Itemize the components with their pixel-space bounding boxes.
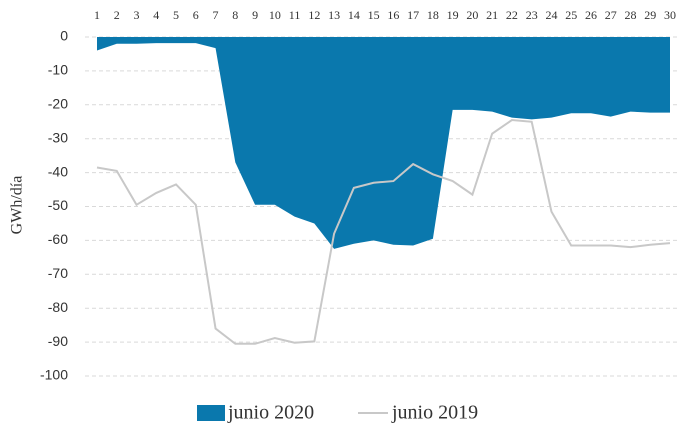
x-tick-label: 4 bbox=[153, 8, 159, 22]
x-tick-label: 29 bbox=[644, 8, 656, 22]
x-tick-label: 26 bbox=[585, 8, 597, 22]
x-tick-label: 7 bbox=[213, 8, 219, 22]
x-tick-label: 11 bbox=[289, 8, 301, 22]
x-tick-label: 15 bbox=[368, 8, 380, 22]
x-tick-label: 14 bbox=[348, 8, 360, 22]
x-tick-label: 9 bbox=[252, 8, 258, 22]
x-tick-label: 8 bbox=[232, 8, 238, 22]
x-tick-label: 3 bbox=[134, 8, 140, 22]
x-tick-label: 17 bbox=[407, 8, 419, 22]
y-tick-label: -20 bbox=[48, 96, 68, 112]
x-tick-label: 21 bbox=[486, 8, 498, 22]
legend-label: junio 2019 bbox=[391, 402, 478, 424]
line bbox=[96, 119, 671, 345]
x-tick-label: 22 bbox=[506, 8, 518, 22]
area bbox=[97, 37, 670, 249]
x-tick-label: 2 bbox=[114, 8, 120, 22]
legend-swatch bbox=[197, 405, 225, 421]
plot bbox=[96, 37, 671, 345]
x-tick-label: 24 bbox=[545, 8, 557, 22]
x-tick-label: 1 bbox=[94, 8, 100, 22]
y-tick-label: -60 bbox=[48, 231, 68, 247]
y-tick-label: -50 bbox=[48, 197, 68, 213]
x-tick-label: 6 bbox=[193, 8, 199, 22]
x-tick-label: 30 bbox=[664, 8, 676, 22]
y-tick-label: -40 bbox=[48, 163, 68, 179]
y-tick-label: 0 bbox=[60, 28, 68, 44]
y-axis-title: GWh/día bbox=[9, 176, 26, 235]
x-tick-label: 18 bbox=[427, 8, 439, 22]
x-tick-label: 16 bbox=[387, 8, 399, 22]
y-tick-label: -10 bbox=[48, 62, 68, 78]
legend: junio 2020 junio 2019 bbox=[197, 402, 478, 424]
y-tick-label: -70 bbox=[48, 265, 68, 281]
x-tick-label: 10 bbox=[269, 8, 281, 22]
x-tick-label: 25 bbox=[565, 8, 577, 22]
x-tick-label: 12 bbox=[308, 8, 320, 22]
y-tick-label: -80 bbox=[48, 299, 68, 315]
x-tick-label: 28 bbox=[624, 8, 636, 22]
x-tick-label: 23 bbox=[526, 8, 538, 22]
y-tick-label: -90 bbox=[48, 333, 68, 349]
x-tick-label: 13 bbox=[328, 8, 340, 22]
y-tick-label: -100 bbox=[40, 367, 68, 383]
x-tick-label: 5 bbox=[173, 8, 179, 22]
x-tick-label: 19 bbox=[447, 8, 459, 22]
y-tick-label: -30 bbox=[48, 129, 68, 145]
x-tick-label: 20 bbox=[466, 8, 478, 22]
x-tick-label: 27 bbox=[605, 8, 617, 22]
legend-label: junio 2020 bbox=[227, 402, 314, 424]
